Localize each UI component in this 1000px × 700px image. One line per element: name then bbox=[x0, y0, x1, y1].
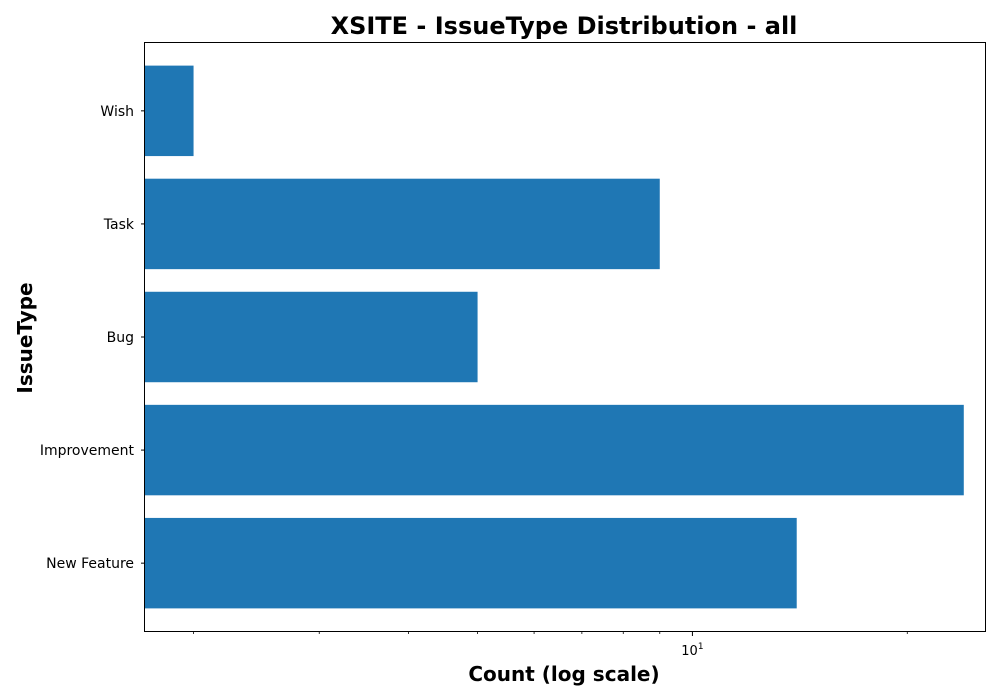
y-axis-ticks: New Feature Improvement Bug Task Wish bbox=[40, 104, 145, 572]
y-tick-label: New Feature bbox=[46, 556, 134, 572]
x-axis-label: Count (log scale) bbox=[468, 662, 659, 686]
bar-improvement bbox=[145, 404, 964, 496]
plot-frame bbox=[144, 42, 986, 632]
y-tick-label: Bug bbox=[107, 330, 134, 346]
bars-group bbox=[145, 65, 964, 609]
bar-wish bbox=[145, 65, 194, 157]
bar-new-feature bbox=[145, 517, 797, 609]
y-axis-label: IssueType bbox=[13, 282, 37, 393]
bar-task bbox=[145, 178, 660, 270]
y-tick-label: Wish bbox=[100, 104, 134, 120]
chart-title: XSITE - IssueType Distribution - all bbox=[331, 12, 798, 40]
x-tick-label: 101 bbox=[681, 642, 703, 659]
y-tick-label: Task bbox=[103, 217, 135, 233]
y-tick-label: Improvement bbox=[40, 443, 135, 459]
x-axis-ticks: 101 bbox=[193, 631, 908, 659]
bar-bug bbox=[145, 291, 478, 383]
